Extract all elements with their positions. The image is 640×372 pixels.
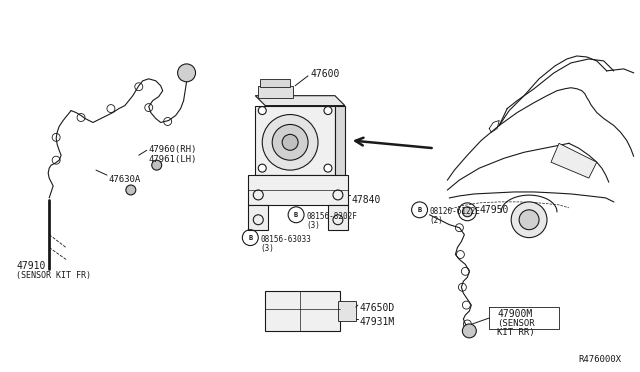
Text: (3): (3) xyxy=(306,221,320,230)
Bar xyxy=(259,86,293,98)
Text: KIT RR): KIT RR) xyxy=(497,328,535,337)
Text: B: B xyxy=(248,235,252,241)
Circle shape xyxy=(259,164,266,172)
Polygon shape xyxy=(248,175,348,205)
Text: 08156-63033: 08156-63033 xyxy=(260,235,311,244)
Circle shape xyxy=(324,164,332,172)
Polygon shape xyxy=(335,106,345,175)
Circle shape xyxy=(272,125,308,160)
Circle shape xyxy=(126,185,136,195)
Text: (SENSOR: (SENSOR xyxy=(497,319,535,328)
Text: R476000X: R476000X xyxy=(579,355,622,364)
Text: (3): (3) xyxy=(260,244,274,253)
Circle shape xyxy=(259,107,266,115)
Text: B: B xyxy=(417,207,422,213)
Circle shape xyxy=(262,115,318,170)
Circle shape xyxy=(511,202,547,238)
Bar xyxy=(265,291,340,331)
Text: 47931M: 47931M xyxy=(360,317,395,327)
Text: (2): (2) xyxy=(429,216,444,225)
Text: 47960(RH): 47960(RH) xyxy=(148,145,197,154)
Polygon shape xyxy=(255,96,345,106)
Text: 08120-6122E: 08120-6122E xyxy=(429,207,481,216)
Circle shape xyxy=(462,207,472,217)
Text: B: B xyxy=(294,212,298,218)
Circle shape xyxy=(462,324,476,338)
Bar xyxy=(338,301,356,321)
Circle shape xyxy=(152,160,162,170)
Text: 47910: 47910 xyxy=(17,262,45,272)
Polygon shape xyxy=(255,106,335,175)
Circle shape xyxy=(324,107,332,115)
Text: 47650D: 47650D xyxy=(360,303,395,313)
Text: 08156-8202F: 08156-8202F xyxy=(306,212,357,221)
Polygon shape xyxy=(551,143,596,178)
Circle shape xyxy=(519,210,539,230)
Text: 47630A: 47630A xyxy=(109,175,141,184)
Text: 47840: 47840 xyxy=(352,195,381,205)
Text: 47950: 47950 xyxy=(479,205,509,215)
Circle shape xyxy=(178,64,196,82)
Text: (SENSOR KIT FR): (SENSOR KIT FR) xyxy=(17,271,92,280)
Text: 47961(LH): 47961(LH) xyxy=(148,155,197,164)
Text: 47600: 47600 xyxy=(310,69,339,79)
Polygon shape xyxy=(328,205,348,230)
Polygon shape xyxy=(248,205,268,230)
Circle shape xyxy=(282,134,298,150)
Bar xyxy=(260,79,290,87)
Text: 47900M: 47900M xyxy=(497,309,532,319)
